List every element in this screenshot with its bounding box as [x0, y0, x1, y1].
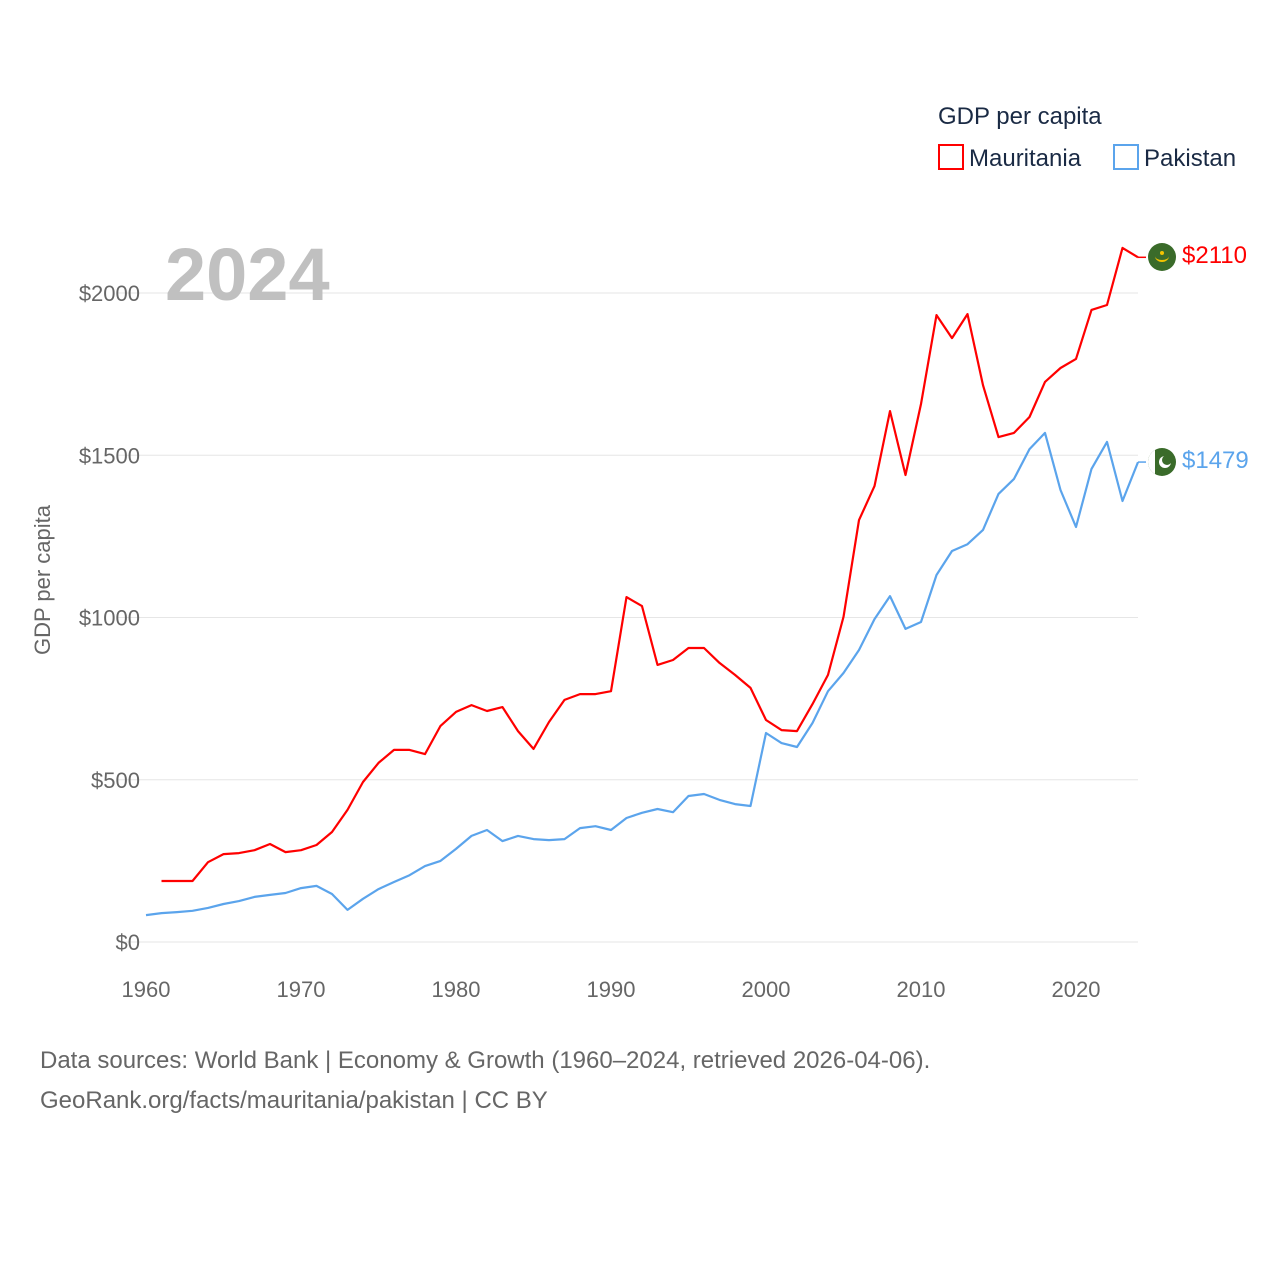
end-label-pakistan: $1479 — [1182, 447, 1249, 474]
year-watermark: 2024 — [165, 233, 330, 316]
legend-swatch-mauritania — [938, 144, 964, 170]
legend-swatch-pakistan — [1113, 144, 1139, 170]
source-line-1: Data sources: World Bank | Economy & Gro… — [40, 1047, 930, 1074]
legend: GDP per capita Mauritania Pakistan — [938, 103, 1236, 172]
series-lines — [145, 246, 1146, 917]
grid-lines — [118, 292, 1138, 943]
legend-title: GDP per capita — [938, 103, 1102, 130]
x-axis: 1960 1970 1980 1990 2000 2010 2020 — [122, 977, 1101, 1002]
x-tick-label: 1970 — [277, 977, 326, 1002]
source-line-2[interactable]: GeoRank.org/facts/mauritania/pakistan | … — [40, 1087, 548, 1114]
y-tick-label: $2000 — [79, 281, 140, 306]
series-line-pakistan — [145, 431, 1140, 917]
y-tick-label: $1500 — [79, 443, 140, 468]
legend-label-mauritania[interactable]: Mauritania — [969, 145, 1082, 172]
x-tick-label: 2000 — [742, 977, 791, 1002]
x-tick-label: 1960 — [122, 977, 171, 1002]
y-tick-label: $1000 — [79, 606, 140, 631]
series-line-mauritania — [161, 246, 1139, 883]
x-tick-label: 2020 — [1052, 977, 1101, 1002]
mauritania-flag-icon — [1148, 243, 1176, 271]
legend-label-pakistan[interactable]: Pakistan — [1144, 145, 1236, 172]
y-axis: $0 $500 $1000 $1500 $2000 — [79, 281, 140, 955]
x-tick-label: 1980 — [432, 977, 481, 1002]
end-label-mauritania: $2110 — [1182, 242, 1247, 269]
pakistan-flag-icon — [1148, 448, 1176, 476]
x-tick-label: 1990 — [587, 977, 636, 1002]
x-tick-label: 2010 — [897, 977, 946, 1002]
y-tick-label: $500 — [91, 768, 140, 793]
y-axis-label: GDP per capita — [30, 504, 55, 655]
y-tick-label: $0 — [116, 930, 140, 955]
